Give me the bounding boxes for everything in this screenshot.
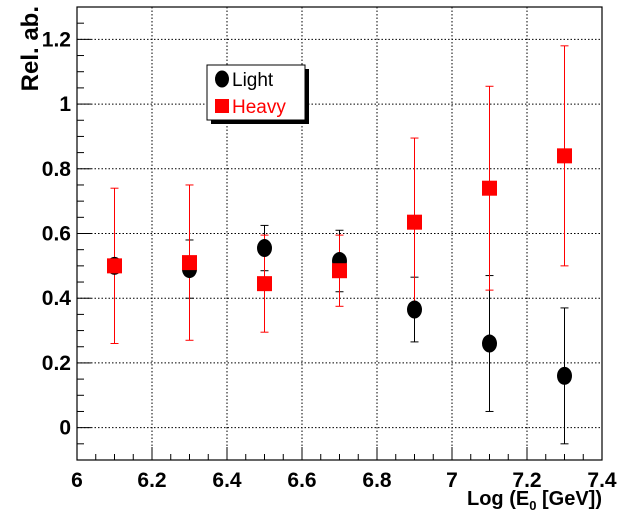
heavy-data-point <box>107 258 122 274</box>
light-data-point <box>482 334 497 353</box>
light-data-point <box>407 300 422 319</box>
y-tick-label: 0.2 <box>42 352 71 375</box>
legend-label-light: Light <box>232 70 274 91</box>
legend-label-heavy: Heavy <box>232 97 286 118</box>
light-data-point <box>557 366 572 385</box>
x-tick-label: 6.2 <box>137 469 166 492</box>
x-tick-label: 7.2 <box>512 469 541 492</box>
heavy-data-point <box>482 180 497 196</box>
y-tick-label: 0.6 <box>42 223 71 246</box>
y-axis-label: Rel. ab. <box>17 6 44 91</box>
light-data-point <box>257 239 272 258</box>
y-tick-label: 1 <box>59 93 71 116</box>
x-axis-label: Log (E0 [GeV]) <box>467 488 602 513</box>
x-tick-label: 6 <box>71 469 83 492</box>
heavy-data-point <box>332 263 347 279</box>
legend-marker-heavy <box>215 99 229 113</box>
y-tick-label: 1.2 <box>42 28 71 51</box>
legend-marker-light <box>215 70 229 88</box>
heavy-data-point <box>557 148 572 164</box>
x-tick-label: 7 <box>446 469 458 492</box>
plot-frame <box>76 6 603 461</box>
y-tick-label: 0.4 <box>42 287 72 310</box>
x-tick-label: 6.6 <box>287 469 316 492</box>
y-tick-label: 0 <box>59 417 71 440</box>
y-tick-label: 0.8 <box>42 158 72 181</box>
heavy-data-point <box>407 214 422 230</box>
heavy-data-point <box>182 255 197 271</box>
x-tick-label: 6.8 <box>362 469 392 492</box>
x-tick-label: 7.4 <box>587 469 617 492</box>
x-tick-label: 6.4 <box>212 469 242 492</box>
heavy-data-point <box>257 276 272 292</box>
